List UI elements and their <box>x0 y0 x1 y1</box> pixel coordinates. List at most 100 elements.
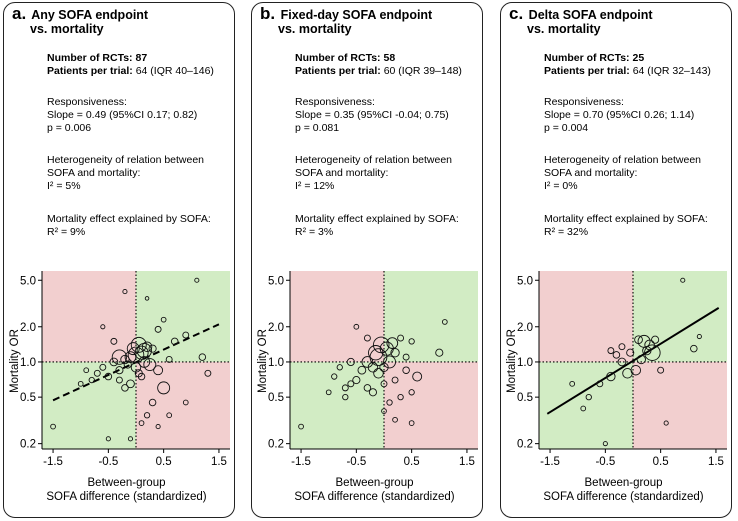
data-point <box>130 362 142 373</box>
r2-text: R² = 9% <box>47 226 86 238</box>
heterogeneity-label-2: SOFA and mortality: <box>295 167 389 179</box>
y-tick-label: 1.0 <box>20 357 36 369</box>
explained-label: Mortality effect explained by SOFA: <box>295 213 459 225</box>
y-tick-label: 5.0 <box>517 275 533 287</box>
y-tick-label: 2.0 <box>517 322 533 334</box>
data-point <box>126 342 140 356</box>
data-point <box>353 323 360 330</box>
heterogeneity-label-1: Heterogeneity of relation between <box>47 154 205 166</box>
data-point <box>115 366 124 375</box>
data-point <box>154 325 162 333</box>
data-point <box>109 357 119 367</box>
data-point <box>347 380 355 388</box>
data-point <box>143 358 157 372</box>
data-point <box>596 380 604 388</box>
scatter-plot-c: 0.2 0.5 1.0 2.0 5.0 -1.5 -0.5 0.5 1.5 <box>517 271 727 468</box>
data-point <box>368 388 377 397</box>
y-tick-label: 0.2 <box>20 439 36 451</box>
data-point <box>680 277 686 283</box>
x-tick-label: 0.5 <box>404 456 420 468</box>
data-point <box>143 412 151 419</box>
data-point <box>391 376 399 384</box>
data-point <box>386 399 393 406</box>
data-point <box>153 365 164 376</box>
quadrant-upper-left <box>290 271 384 362</box>
quadrant-lower-right <box>633 361 727 449</box>
data-point <box>123 360 132 369</box>
data-point <box>402 353 410 361</box>
heterogeneity-label-1: Heterogeneity of relation between <box>295 154 453 166</box>
y-tick-label: 0.5 <box>268 392 284 404</box>
data-point <box>606 371 616 382</box>
panel-title-line2: vs. mortality <box>30 22 104 36</box>
data-point <box>100 324 106 330</box>
panel-letter: c. <box>509 4 524 23</box>
data-point <box>336 364 343 371</box>
quadrant-upper-right <box>633 271 727 362</box>
y-tick-label: 1.0 <box>517 357 533 369</box>
data-point <box>441 319 448 325</box>
x-axis-label: Between-group SOFA difference (standardiz… <box>46 477 207 503</box>
data-point <box>580 405 587 412</box>
x-tick-label: 1.5 <box>708 456 724 468</box>
x-axis-label: Between-group SOFA difference (standardiz… <box>294 477 455 503</box>
responsiveness-label: Responsiveness: <box>295 96 375 108</box>
y-axis-label: Mortality OR <box>506 329 518 393</box>
data-point <box>166 412 173 419</box>
data-point <box>607 347 615 355</box>
data-point <box>148 344 157 353</box>
data-point <box>634 335 643 345</box>
data-point <box>138 420 145 426</box>
patients-value: 64 (IQR 40–146) <box>135 65 214 77</box>
p-value-text: p = 0.006 <box>47 122 92 134</box>
data-point <box>88 376 95 384</box>
data-point <box>331 373 338 380</box>
data-point <box>367 362 379 373</box>
panel-a: a. Any SOFA endpoint vs. mortality Numbe… <box>3 2 235 518</box>
quadrant-lower-right <box>136 361 230 449</box>
panel-title-line2: vs. mortality <box>527 22 601 36</box>
x-tick-label: -0.5 <box>346 456 366 468</box>
data-point <box>93 369 101 377</box>
data-point <box>397 334 405 342</box>
scatter-plot-a: 0.2 0.5 1.0 2.0 5.0 -1.5 -0.5 0.5 1.5 <box>20 271 230 468</box>
data-point <box>397 393 404 401</box>
r2-text: R² = 32% <box>544 226 589 238</box>
quadrant-upper-left <box>42 271 136 362</box>
data-point <box>386 337 399 349</box>
data-point <box>390 348 400 358</box>
data-point <box>651 335 660 344</box>
x-axis-label: Between-group SOFA difference (standardiz… <box>543 477 704 503</box>
x-tick-label: 0.5 <box>156 456 172 468</box>
heterogeneity-label-2: SOFA and mortality: <box>544 167 638 179</box>
slope-text: Slope = 0.70 (95%CI 0.26; 1.14) <box>544 109 695 121</box>
x-tick-label: 0.5 <box>653 456 669 468</box>
data-point <box>77 380 84 387</box>
data-point <box>204 369 212 377</box>
responsiveness-label: Responsiveness: <box>47 96 127 108</box>
data-point <box>134 345 149 360</box>
data-point <box>636 354 646 365</box>
data-point <box>141 341 153 352</box>
y-tick-label: 2.0 <box>20 322 36 334</box>
data-point <box>696 333 702 340</box>
scatter-plot-b: 0.2 0.5 1.0 2.0 5.0 -1.5 -0.5 0.5 1.5 <box>268 271 478 468</box>
responsiveness-label: Responsiveness: <box>544 96 624 108</box>
data-point <box>642 345 652 356</box>
data-point <box>402 366 410 374</box>
data-point <box>585 393 592 401</box>
rcts-line: Number of RCTs: 58 <box>295 52 395 65</box>
rcts-label: Number of RCTs: <box>295 52 381 64</box>
data-point <box>121 384 129 392</box>
data-point <box>155 424 161 430</box>
data-point <box>368 345 384 361</box>
data-point <box>298 423 304 430</box>
panel-title: a. Any SOFA endpoint vs. mortality <box>12 5 148 36</box>
data-point <box>380 380 388 388</box>
quadrant-lower-left <box>290 361 384 449</box>
data-point <box>83 367 90 374</box>
quadrant-upper-right <box>136 271 230 362</box>
data-point <box>663 420 669 426</box>
panel-letter: b. <box>260 4 276 23</box>
x-tick-label: -0.5 <box>595 456 615 468</box>
